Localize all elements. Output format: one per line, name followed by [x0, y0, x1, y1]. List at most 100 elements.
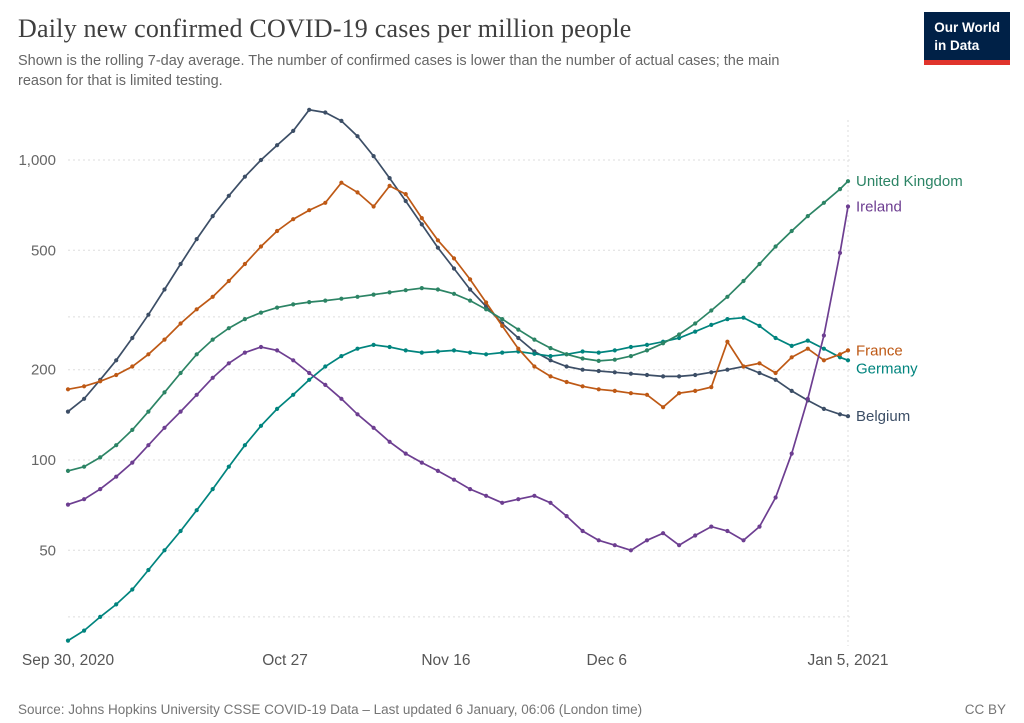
data-point-ireland [484, 493, 489, 498]
data-point-ireland [661, 531, 666, 536]
data-point-ireland [532, 493, 537, 498]
data-point-united-kingdom [82, 464, 87, 469]
data-point-united-kingdom [242, 317, 247, 322]
x-tick-label: Dec 6 [587, 652, 628, 669]
data-point-united-kingdom [468, 298, 473, 303]
data-point-ireland [805, 396, 810, 401]
data-point-ireland [242, 350, 247, 355]
data-point-germany [339, 354, 344, 359]
data-point-united-kingdom [516, 327, 521, 332]
data-point-united-kingdom [371, 292, 376, 297]
data-point-france [194, 307, 199, 312]
data-point-france [291, 217, 296, 222]
data-point-belgium [564, 364, 569, 369]
series-line-belgium[interactable] [67, 108, 849, 418]
data-point-ireland [693, 533, 698, 538]
data-point-united-kingdom [805, 214, 810, 219]
x-tick-label: Jan 5, 2021 [807, 652, 888, 669]
data-point-united-kingdom [500, 317, 505, 322]
data-point-france [65, 387, 71, 392]
data-point-france [564, 379, 569, 385]
data-point-belgium [693, 372, 698, 378]
series-line-united-kingdom[interactable] [67, 180, 849, 472]
data-point-germany [580, 349, 585, 354]
data-point-ireland [339, 396, 344, 401]
series-label-ireland[interactable]: Ireland [856, 199, 902, 216]
data-point-united-kingdom [226, 326, 231, 331]
data-point-germany [644, 342, 650, 347]
data-point-belgium [516, 335, 521, 341]
data-point-united-kingdom [435, 287, 440, 292]
data-point-france [371, 204, 376, 209]
data-point-ireland [821, 333, 827, 338]
data-point-united-kingdom [821, 200, 827, 205]
data-point-ireland [837, 250, 843, 255]
data-point-belgium [371, 154, 376, 159]
data-point-france [789, 355, 794, 360]
data-point-belgium [403, 198, 408, 204]
data-point-france [275, 228, 280, 234]
data-point-france [837, 352, 843, 357]
data-point-belgium [65, 409, 71, 414]
y-tick-label: 500 [31, 242, 56, 259]
data-point-belgium [709, 370, 714, 375]
data-point-ireland [307, 370, 312, 376]
series-line-france[interactable] [67, 181, 849, 409]
owid-logo[interactable]: Our World in Data [924, 12, 1010, 66]
data-point-united-kingdom [661, 341, 666, 346]
series-label-united-kingdom[interactable]: United Kingdom [856, 173, 963, 190]
data-point-united-kingdom [548, 346, 553, 351]
series-label-france[interactable]: France [856, 342, 903, 359]
chart-header: Daily new confirmed COVID-19 cases per m… [0, 0, 1024, 90]
series-label-germany[interactable]: Germany [856, 360, 918, 377]
chart-subtitle: Shown is the rolling 7-day average. The … [18, 53, 780, 89]
covid-line-chart[interactable]: 50 100 200 500 1,000 Sep 30, 2020 Oct 27 Nov 16… [0, 90, 1024, 680]
data-point-france [339, 180, 344, 185]
data-point-united-kingdom [419, 286, 424, 291]
data-point-belgium [339, 118, 344, 123]
data-point-germany [98, 614, 103, 620]
data-point-france [677, 391, 682, 396]
data-point-belgium [114, 358, 119, 363]
data-point-france [628, 391, 634, 396]
data-point-france [612, 388, 617, 393]
data-point-belgium [82, 396, 87, 401]
data-point-united-kingdom [757, 261, 762, 267]
data-point-germany [677, 335, 682, 341]
data-point-france [387, 183, 392, 188]
data-point-germany [146, 567, 151, 573]
data-point-united-kingdom [323, 298, 328, 303]
data-point-united-kingdom [98, 455, 103, 460]
data-point-germany [419, 350, 424, 355]
series-line-ireland[interactable] [67, 206, 849, 552]
data-point-united-kingdom [484, 307, 489, 312]
data-point-ireland [612, 543, 617, 548]
data-point-germany [805, 338, 810, 343]
data-point-france [146, 352, 151, 357]
data-point-ireland [162, 425, 167, 430]
data-point-germany [387, 344, 392, 350]
data-point-ireland [323, 382, 328, 387]
series-line-germany[interactable] [67, 316, 849, 642]
data-point-belgium [644, 372, 650, 378]
data-point-germany [435, 349, 440, 354]
license-link[interactable]: CC BY [964, 702, 1006, 717]
data-point-ireland [387, 439, 392, 444]
data-point-france [725, 339, 730, 344]
data-point-united-kingdom [291, 302, 296, 307]
data-point-germany [178, 528, 183, 534]
data-point-germany [371, 342, 376, 347]
data-point-germany [773, 335, 778, 341]
data-point-germany [291, 392, 296, 397]
data-point-united-kingdom [845, 179, 851, 184]
owid-logo-line2: in Data [934, 37, 980, 53]
x-tick-label: Oct 27 [262, 652, 308, 669]
data-point-ireland [403, 451, 408, 456]
data-point-belgium [355, 134, 360, 139]
data-point-belgium [845, 414, 851, 419]
data-point-france [258, 244, 264, 249]
series-label-belgium[interactable]: Belgium [856, 408, 910, 425]
data-point-france [162, 337, 167, 342]
data-point-belgium [612, 370, 617, 375]
data-point-belgium [596, 368, 601, 374]
